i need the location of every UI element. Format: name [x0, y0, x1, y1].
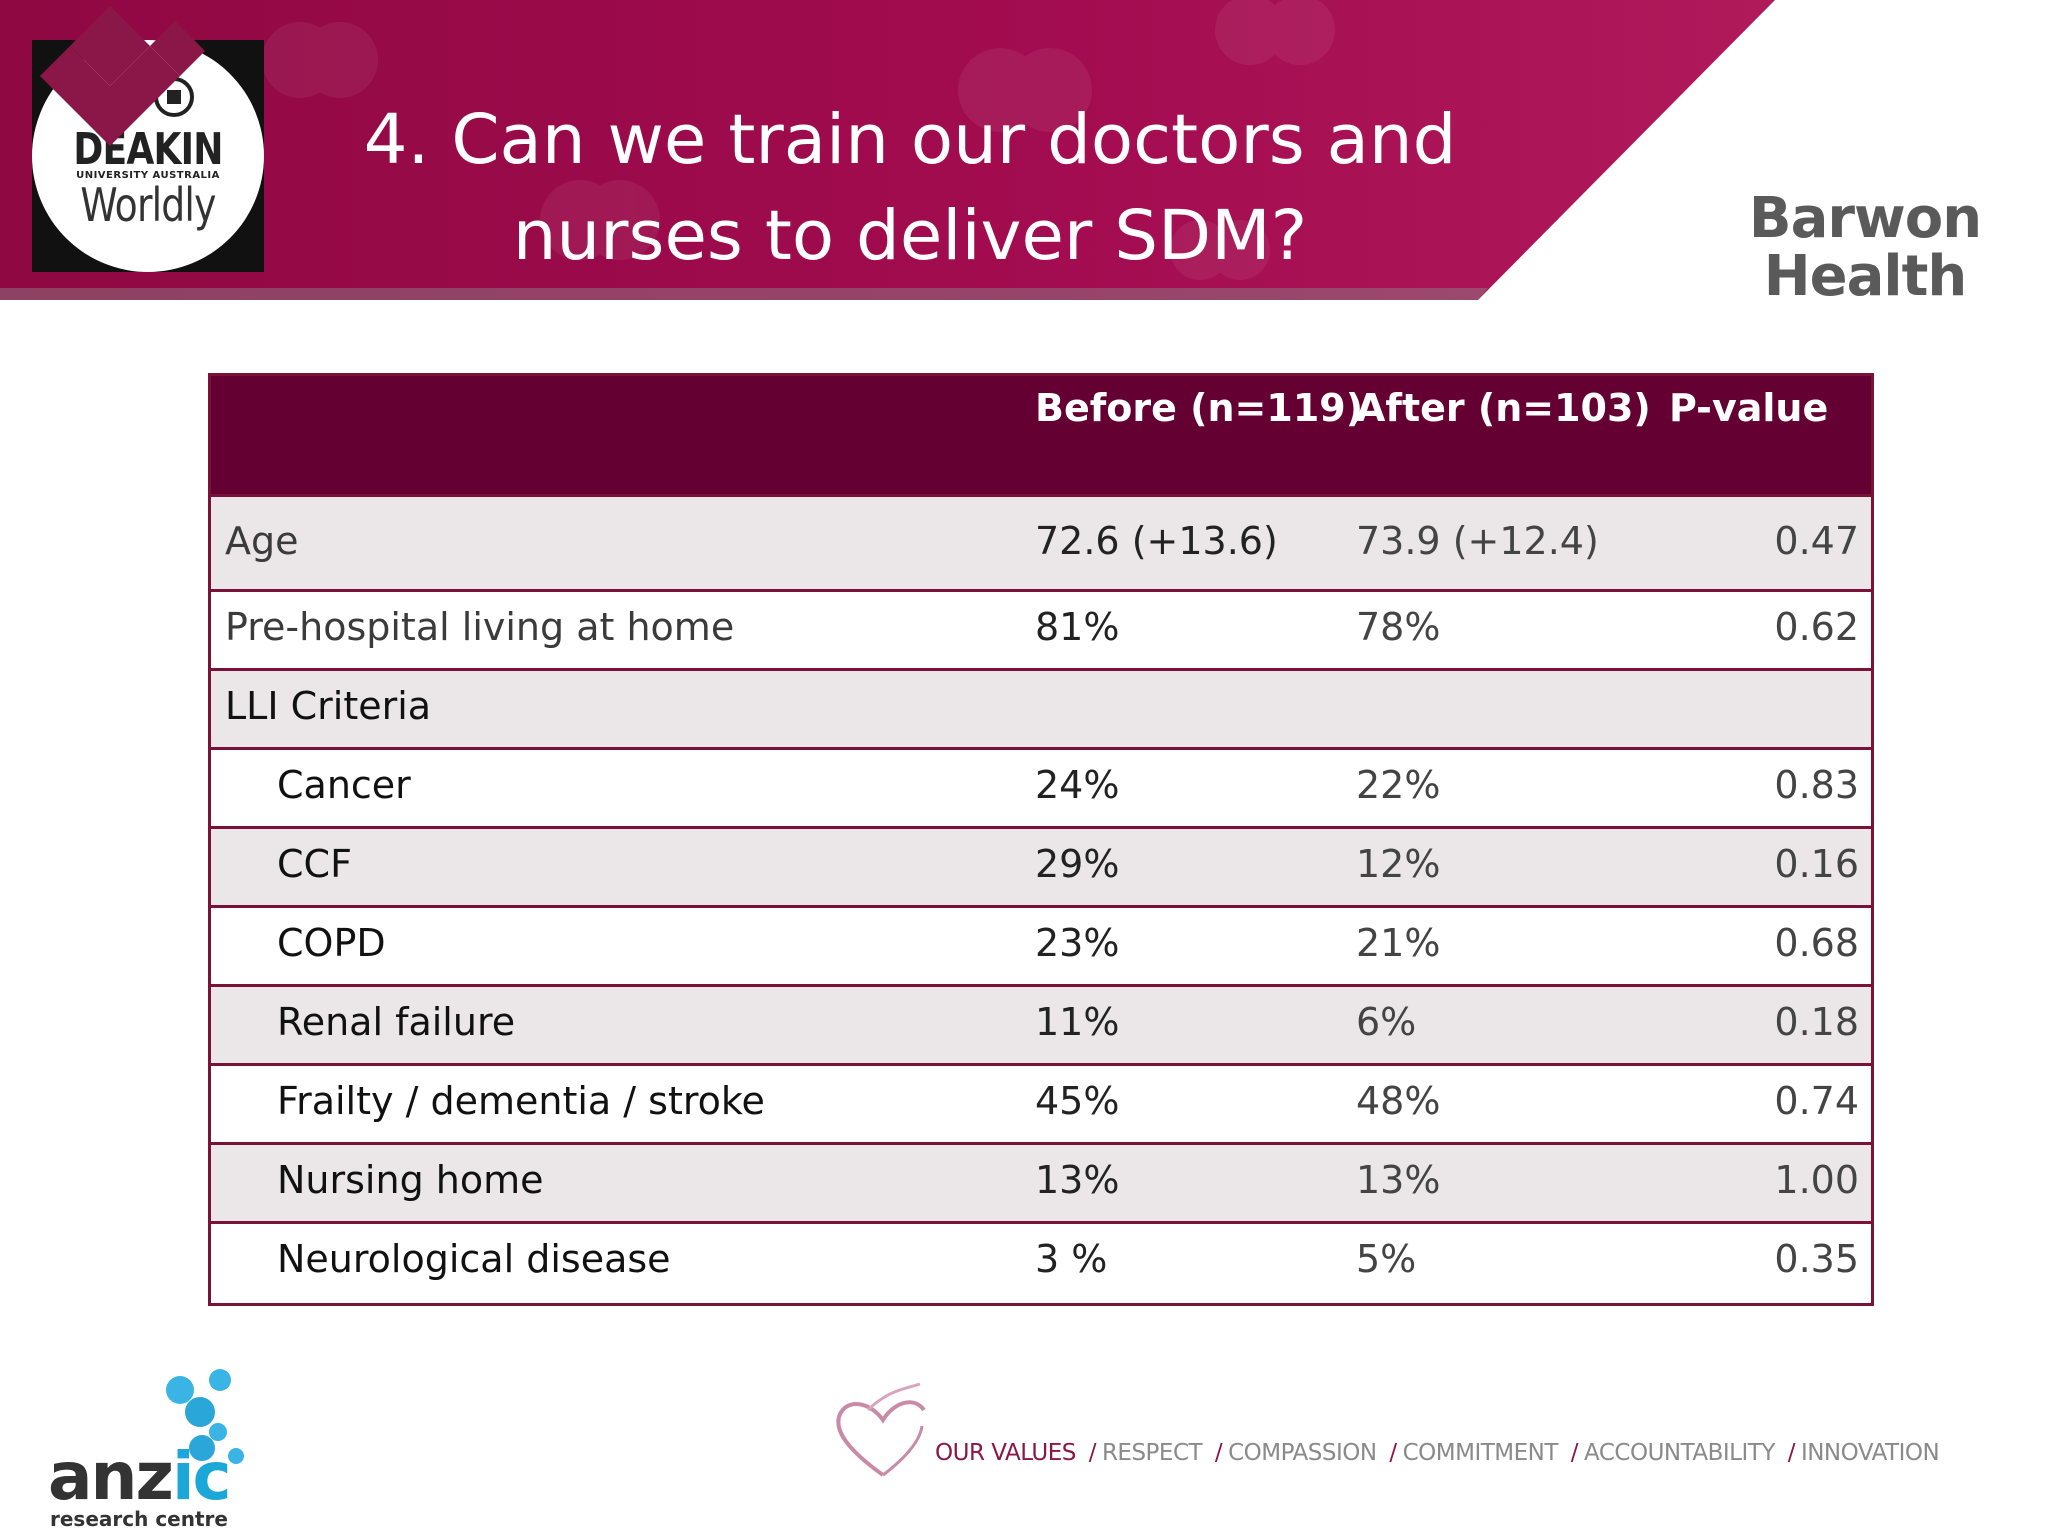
table-row: Cancer 24% 22% 0.83: [211, 750, 1871, 829]
row-label: Age: [225, 519, 299, 563]
anzic-bubbles-icon: [166, 1369, 244, 1464]
deakin-tagline: Worldly: [80, 178, 216, 232]
p-value: 0.74: [1774, 1079, 1859, 1123]
row-label: COPD: [277, 921, 386, 965]
value-item: RESPECT: [1101, 1440, 1203, 1466]
before-value: 11%: [1035, 1000, 1120, 1044]
header-before: Before (n=119): [1035, 386, 1364, 430]
anzic-logo-text: anzic: [48, 1437, 232, 1517]
before-value: 81%: [1035, 605, 1120, 649]
value-item: INNOVATION: [1800, 1440, 1940, 1466]
row-label: Renal failure: [277, 1000, 516, 1044]
p-value: 0.83: [1774, 763, 1859, 807]
table-row: Neurological disease 3 % 5% 0.35: [211, 1224, 1871, 1303]
row-label: LLI Criteria: [225, 684, 432, 728]
after-value: 21%: [1356, 921, 1441, 965]
p-value: 0.62: [1774, 605, 1859, 649]
row-label: CCF: [277, 842, 352, 886]
before-value: 29%: [1035, 842, 1120, 886]
after-value: 5%: [1356, 1237, 1417, 1281]
p-value: 0.68: [1774, 921, 1859, 965]
row-label: Nursing home: [277, 1158, 544, 1202]
after-value: 6%: [1356, 1000, 1417, 1044]
value-item: COMPASSION: [1228, 1440, 1377, 1466]
banner-background: [0, 0, 1775, 300]
header-after: After (n=103): [1356, 386, 1651, 430]
header-p-value: P-value: [1669, 386, 1829, 430]
p-value: 0.18: [1774, 1000, 1859, 1044]
header-banner: DEAKIN UNIVERSITY AUSTRALIA Worldly 4. C…: [0, 0, 2048, 306]
before-value: 3 %: [1035, 1237, 1108, 1281]
row-label: Cancer: [277, 763, 411, 807]
table-row: Frailty / dementia / stroke 45% 48% 0.74: [211, 1066, 1871, 1145]
value-item: COMMITMENT: [1402, 1440, 1559, 1466]
value-item: ACCOUNTABILITY: [1584, 1440, 1775, 1466]
after-value: 12%: [1356, 842, 1441, 886]
table-row: COPD 23% 21% 0.68: [211, 908, 1871, 987]
values-lead: OUR VALUES: [935, 1440, 1076, 1466]
barwon-health-logo-text: Barwon Health: [1740, 190, 1990, 306]
before-value: 23%: [1035, 921, 1120, 965]
after-value: 13%: [1356, 1158, 1441, 1202]
before-value: 13%: [1035, 1158, 1120, 1202]
slide-title-line-1: 4. Can we train our doctors and: [363, 100, 1457, 180]
deakin-subtitle: UNIVERSITY AUSTRALIA: [76, 170, 220, 181]
barwon-heart-icon: [40, 6, 205, 146]
after-value: 78%: [1356, 605, 1441, 649]
anzic-logo-accent: ic: [171, 1438, 232, 1515]
p-value: 0.16: [1774, 842, 1859, 886]
table-header-row: Before (n=119) After (n=103) P-value: [211, 376, 1871, 497]
comparison-table: Before (n=119) After (n=103) P-value Age…: [208, 373, 1874, 1306]
slide-title: 4. Can we train our doctors and nurses t…: [350, 92, 1470, 284]
row-label: Frailty / dementia / stroke: [277, 1079, 765, 1123]
anzic-subtitle: research centre: [50, 1507, 228, 1531]
after-value: 73.9 (+12.4): [1356, 519, 1599, 563]
slide-title-line-2: nurses to deliver SDM?: [512, 196, 1308, 276]
row-label: Neurological disease: [277, 1237, 671, 1281]
table-row: Pre-hospital living at home 81% 78% 0.62: [211, 592, 1871, 671]
p-value: 0.47: [1774, 519, 1859, 563]
table-row: Age 72.6 (+13.6) 73.9 (+12.4) 0.47: [211, 497, 1871, 592]
p-value: 0.35: [1774, 1237, 1859, 1281]
barwon-logo-line-2: Health: [1763, 244, 1967, 309]
values-footer: OUR VALUES / RESPECT / COMPASSION / COMMITM…: [935, 1440, 1940, 1466]
before-value: 24%: [1035, 763, 1120, 807]
after-value: 22%: [1356, 763, 1441, 807]
before-value: 72.6 (+13.6): [1035, 519, 1278, 563]
table-row: Nursing home 13% 13% 1.00: [211, 1145, 1871, 1224]
table-row: Renal failure 11% 6% 0.18: [211, 987, 1871, 1066]
before-value: 45%: [1035, 1079, 1120, 1123]
barwon-logo-line-1: Barwon: [1748, 186, 1982, 251]
values-heart-icon: [836, 1382, 926, 1477]
row-label: Pre-hospital living at home: [225, 605, 735, 649]
anzic-logo-main: anz: [48, 1438, 174, 1515]
table-row: CCF 29% 12% 0.16: [211, 829, 1871, 908]
after-value: 48%: [1356, 1079, 1441, 1123]
table-row: LLI Criteria: [211, 671, 1871, 750]
p-value: 1.00: [1774, 1158, 1859, 1202]
